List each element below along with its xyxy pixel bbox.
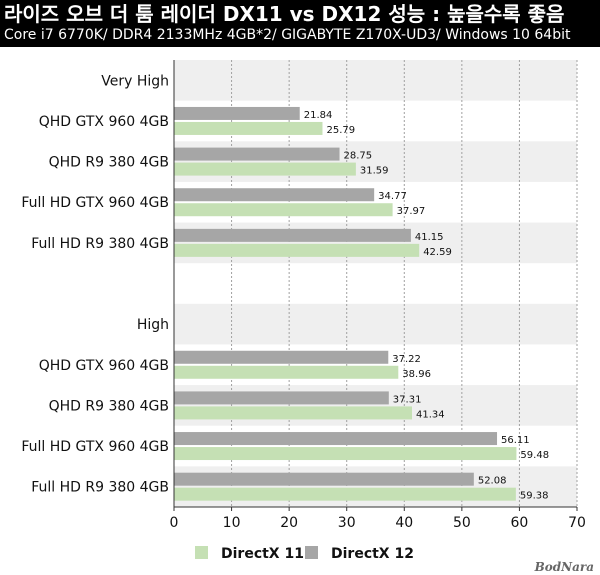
- value-label: 37.31: [393, 394, 422, 405]
- category-label: Full HD GTX 960 4GB: [21, 195, 169, 211]
- category-label: QHD R9 380 4GB: [49, 155, 169, 171]
- category-label: Very High: [101, 73, 169, 89]
- x-tick-label: 20: [280, 515, 298, 531]
- value-label: 41.34: [416, 409, 445, 420]
- value-label: 52.08: [478, 476, 507, 487]
- bars-group: [174, 106, 517, 501]
- row-band: [174, 222, 577, 264]
- category-label: High: [137, 317, 169, 333]
- category-label: QHD GTX 960 4GB: [39, 114, 169, 130]
- x-tick-label: 70: [568, 515, 586, 531]
- bar-directx11: [174, 447, 517, 461]
- legend: DirectX 11 DirectX 12: [195, 546, 414, 562]
- bar-directx11: [174, 487, 516, 501]
- bar-directx12: [174, 106, 300, 120]
- category-label: Full HD R9 380 4GB: [31, 236, 169, 252]
- bar-directx11: [174, 365, 399, 379]
- x-axis: 0 10 20 30 40 50 60 70: [170, 60, 586, 531]
- value-label: 25.79: [326, 125, 355, 136]
- bar-directx11: [174, 121, 323, 135]
- value-label: 31.59: [360, 166, 389, 177]
- legend-swatch: [305, 546, 318, 559]
- row-band: [174, 385, 577, 426]
- x-tick-label: 30: [338, 515, 356, 531]
- bar-directx12: [174, 432, 498, 446]
- x-tick-label: 50: [453, 515, 471, 531]
- value-label: 37.97: [397, 206, 426, 217]
- x-tick-label: 40: [395, 515, 413, 531]
- watermark-logo: BodNara: [534, 560, 594, 574]
- value-label: 42.59: [423, 247, 452, 258]
- value-labels-group: 25.79 21.84 31.59 28.75 37.97 34.77 42.59 41.15…: [304, 110, 549, 502]
- legend-swatch: [195, 546, 208, 559]
- category-label: QHD GTX 960 4GB: [39, 358, 169, 374]
- bar-directx11: [174, 243, 420, 257]
- bar-directx11: [174, 162, 356, 176]
- value-label: 21.84: [304, 110, 333, 121]
- category-label: Full HD GTX 960 4GB: [21, 439, 169, 455]
- bar-directx12: [174, 188, 375, 202]
- category-label: QHD R9 380 4GB: [49, 398, 169, 414]
- chart-title-bar: 라이즈 오브 더 툼 레이더 DX11 vs DX12 성능 : 높을수록 좋음…: [0, 0, 600, 47]
- bar-directx11: [174, 406, 413, 420]
- value-label: 28.75: [344, 151, 373, 162]
- legend-label: DirectX 11: [221, 546, 304, 562]
- legend-label: DirectX 12: [331, 546, 414, 562]
- x-tick-label: 0: [170, 515, 179, 531]
- bar-directx12: [174, 350, 389, 364]
- category-labels-group: Very High QHD GTX 960 4GB QHD R9 380 4GB Fu…: [21, 73, 169, 495]
- value-label: 59.38: [520, 491, 549, 502]
- bar-directx12: [174, 147, 340, 161]
- bar-directx12: [174, 228, 411, 242]
- value-label: 41.15: [415, 232, 444, 243]
- category-label: Full HD R9 380 4GB: [31, 480, 169, 496]
- x-tick-label: 10: [223, 515, 241, 531]
- chart-subtitle: Core i7 6770K/ DDR4 2133MHz 4GB*2/ GIGAB…: [4, 27, 571, 43]
- value-label: 56.11: [501, 435, 530, 446]
- bar-directx11: [174, 203, 393, 217]
- chart-area: 25.79 21.84 31.59 28.75 37.97 34.77 42.59 41.15…: [21, 60, 594, 574]
- value-label: 59.48: [520, 450, 549, 461]
- bar-directx12: [174, 391, 389, 405]
- value-label: 37.22: [392, 354, 421, 365]
- value-label: 38.96: [402, 369, 431, 380]
- bar-directx12: [174, 472, 474, 486]
- row-band: [174, 466, 577, 507]
- row-band: [174, 303, 577, 345]
- row-band: [174, 60, 577, 101]
- chart-title: 라이즈 오브 더 툼 레이더 DX11 vs DX12 성능 : 높을수록 좋음: [4, 2, 565, 26]
- x-tick-label: 60: [511, 515, 529, 531]
- value-label: 34.77: [378, 191, 407, 202]
